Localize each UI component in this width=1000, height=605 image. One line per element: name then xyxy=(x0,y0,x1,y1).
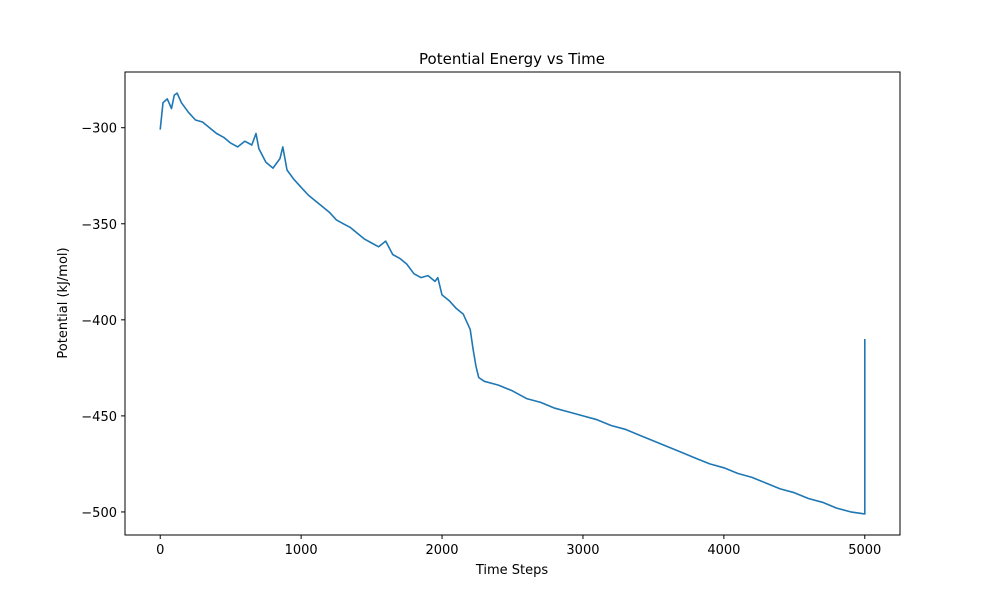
series-line-0 xyxy=(159,92,866,515)
x-tick-label: 5000 xyxy=(848,543,881,558)
y-tick-label: −500 xyxy=(81,506,117,521)
x-axis-label: Time Steps xyxy=(475,563,549,578)
y-tick-label: −350 xyxy=(81,218,117,233)
x-tick-label: 4000 xyxy=(707,543,740,558)
x-tick-label: 0 xyxy=(156,543,164,558)
y-axis-label: Potential (kJ/mol) xyxy=(56,247,71,358)
plot-area xyxy=(159,92,866,515)
y-tick-label: −450 xyxy=(81,410,117,425)
y-tick-label: −400 xyxy=(81,314,117,329)
plot-frame xyxy=(124,71,901,536)
chart-title: Potential Energy vs Time xyxy=(419,50,605,68)
y-tick-label: −300 xyxy=(81,122,117,137)
x-tick-label: 2000 xyxy=(425,543,458,558)
x-tick-label: 1000 xyxy=(285,543,318,558)
y-axis: −300 −350 −400 −450 −500 xyxy=(81,122,125,521)
x-tick-label: 3000 xyxy=(566,543,599,558)
x-axis: 0 1000 2000 3000 4000 5000 xyxy=(156,535,881,558)
